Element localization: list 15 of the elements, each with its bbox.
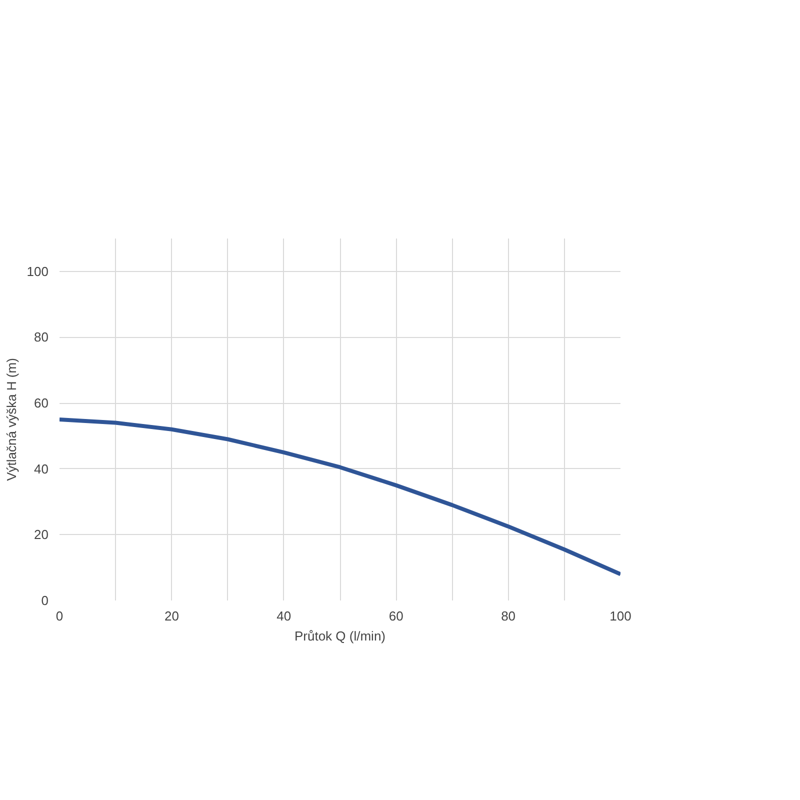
y-tick-label: 100 [26,264,49,279]
x-tick-label: 20 [164,608,179,624]
y-tick-label: 60 [34,396,49,411]
x-tick-label: 40 [276,608,292,624]
x-tick-label: 100 [610,608,632,624]
y-tick-label: 40 [34,461,49,476]
y-tick-label: 20 [34,527,49,542]
x-tick-label: 0 [56,608,64,624]
x-axis-title: Průtok Q (l/min) [294,628,386,644]
y-axis-title: Výtlačná výška H (m) [4,358,19,481]
y-tick-label: 80 [34,330,49,345]
line-series [60,418,620,576]
x-tick-label: 60 [388,608,404,624]
x-tick-label: 80 [501,608,516,624]
y-tick-label: 0 [41,593,49,608]
